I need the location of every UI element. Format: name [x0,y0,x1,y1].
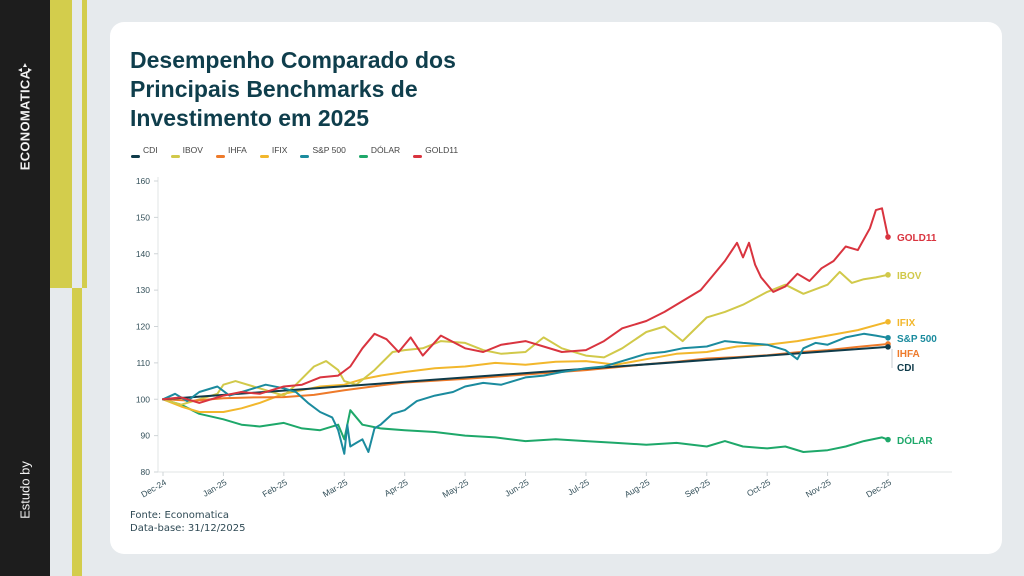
y-tick-label: 160 [136,176,150,186]
y-tick-label: 120 [136,322,150,332]
series-end-point [885,272,891,278]
x-tick-label: Jan-25 [201,477,229,499]
legend-item[interactable]: DÓLAR [358,145,400,161]
x-tick-label: Oct-25 [745,477,772,499]
legend-swatch [170,155,180,158]
legend-swatch [131,155,140,158]
series-end-label: GOLD11 [897,233,937,244]
legend-item[interactable]: GOLD11 [412,145,458,161]
legend-label: CDI [143,145,158,155]
series-line-d-lar [162,398,889,453]
y-tick-label: 140 [136,249,150,259]
x-tick-label: Dec-25 [864,477,893,499]
legend-item[interactable]: IFIX [259,145,288,161]
series-end-label: DÓLAR [897,434,933,447]
x-tick-label: Jul-25 [566,477,591,497]
chart-legend: CDI IBOV IHFA IFIX S&P 500 DÓLAR GOLD11 [130,145,470,161]
series-end-point [885,234,891,240]
legend-label: IBOV [182,145,203,155]
legend-swatch [215,155,225,158]
x-tick-label: Feb-25 [261,477,290,499]
y-tick-label: 80 [141,467,151,477]
series-end-label: IBOV [897,271,922,282]
brand-sidebar [0,0,50,576]
series-end-point [885,334,891,341]
legend-swatch [358,155,368,158]
legend-label: IFIX [271,145,288,155]
accent-band [82,0,87,288]
accent-band [50,0,72,288]
accent-band [72,288,82,576]
x-tick-label: Jun-25 [503,477,531,499]
legend-swatch [300,155,310,158]
legend-swatch [413,155,423,158]
chart-card [110,22,1002,554]
x-tick-label: Apr-25 [383,477,410,499]
y-tick-label: 150 [136,212,150,222]
legend-label: S&P 500 [312,145,346,155]
series-line-s-p-500 [162,332,889,455]
series-line-ifix [162,320,889,413]
legend-label: DÓLAR [370,145,401,155]
legend-item[interactable]: IBOV [170,145,203,161]
series-end-point [885,318,891,325]
series-end-label: CDI [897,363,914,374]
x-tick-label: Nov-25 [804,477,833,499]
series-end-label: IHFA [897,349,920,360]
x-tick-label: Dec-24 [139,477,168,499]
legend-item[interactable]: IHFA [215,145,247,161]
series-line-gold11 [162,207,889,404]
series-end-label: S&P 500 [897,334,937,345]
x-tick-label: Sep-25 [683,477,712,500]
x-tick-label: Mar-25 [321,477,350,499]
y-tick-label: 100 [136,394,150,404]
series-end-label: IFIX [897,318,916,329]
chart-source: Fonte: Economatica Data-base: 31/12/2025 [130,509,246,535]
legend-label: GOLD11 [425,145,459,155]
legend-item[interactable]: S&P 500 [299,145,346,161]
compass-arrows-icon [18,63,32,72]
chart-title: Desempenho Comparado dos Principais Benc… [130,47,456,131]
series-line-ibov [162,270,889,406]
x-tick-label: Aug-25 [623,477,652,500]
series-end-point [885,436,891,443]
y-tick-label: 90 [141,431,151,441]
x-tick-label: May-25 [441,477,471,500]
series-end-point [885,344,891,350]
legend-swatch [259,155,269,158]
legend-item[interactable]: CDI [130,145,158,161]
database-date: Data-base: 31/12/2025 [130,523,246,534]
y-tick-label: 110 [136,358,150,368]
legend-label: IHFA [227,145,247,155]
source-line: Fonte: Economatica [130,510,230,521]
y-tick-label: 130 [136,285,150,295]
series-line-cdi [162,345,889,401]
